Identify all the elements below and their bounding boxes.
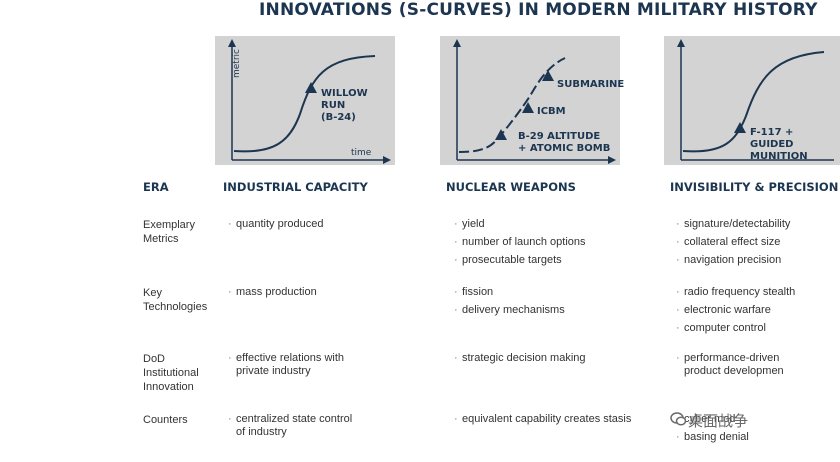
s-curve	[458, 57, 566, 153]
list-item: · effective relations with private indust…	[228, 352, 345, 377]
milestone-marker	[495, 129, 507, 140]
milestone-label: ICBM	[537, 106, 566, 117]
x-axis-label: time	[351, 148, 372, 158]
milestone-label: B-29 ALTITUDE + ATOMIC BOMB	[518, 131, 611, 154]
page-title: INNOVATIONS (S-CURVES) IN MODERN MILITAR…	[259, 0, 818, 20]
milestone-marker	[522, 102, 534, 113]
list-item: · yield	[454, 218, 485, 230]
list-item: · equivalent capability creates stasis	[454, 413, 632, 425]
row-label-institutional: DoD Institutional Innovation	[143, 353, 199, 393]
milestone-label: SUBMARINE	[557, 79, 625, 90]
list-item: · prosecutable targets	[454, 254, 562, 266]
x-axis-arrow	[383, 156, 391, 164]
row-label-technologies: Key Technologies	[143, 287, 208, 313]
s-curve-chart-nuclear	[453, 39, 616, 164]
list-item: · navigation precision	[676, 254, 782, 266]
s-curve	[233, 55, 376, 153]
x-axis-arrow	[608, 156, 616, 164]
s-curve-panel-precision: F-117 + GUIDED MUNITION	[664, 36, 840, 165]
list-item: · computer control	[676, 322, 766, 334]
y-axis-label: metric	[232, 49, 242, 78]
milestone-marker	[305, 82, 317, 93]
s-curve-panel-nuclear: B-29 ALTITUDE + ATOMIC BOMB ICBM SUBMARI…	[440, 36, 624, 165]
s-curve-chart-industrial	[228, 39, 391, 164]
list-item: · centralized state control of industry	[228, 413, 353, 438]
list-item: · delivery mechanisms	[454, 304, 565, 316]
list-item: · signature/detectability	[676, 218, 791, 230]
milestone-label: WILLOW RUN (B-24)	[321, 88, 368, 123]
row-label-counters: Counters	[143, 414, 188, 426]
s-curve-chart-precision	[677, 39, 834, 161]
row-label-metrics: Exemplary Metrics	[143, 219, 195, 245]
era-industrial: INDUSTRIAL CAPACITY	[223, 180, 368, 194]
list-item: · fission	[454, 286, 494, 298]
era-precision: INVISIBILITY & PRECISION	[670, 180, 839, 194]
list-item: · radio frequency stealth	[676, 286, 796, 298]
milestone-marker	[542, 70, 554, 81]
era-header: ERA	[143, 180, 169, 194]
wechat-icon	[670, 412, 686, 426]
list-item: · number of launch options	[454, 236, 586, 248]
s-curve	[682, 51, 825, 153]
list-item: · mass production	[228, 286, 317, 298]
list-item: · quantity produced	[228, 218, 324, 230]
era-nuclear: NUCLEAR WEAPONS	[446, 180, 576, 194]
list-item: · basing denial	[676, 431, 749, 443]
list-item: · collateral effect size	[676, 236, 781, 248]
watermark: 桌面战争	[688, 413, 749, 430]
s-curve-panel-industrial: metric time WILLOW RUN (B-24)	[215, 36, 395, 165]
y-axis-arrow	[677, 39, 685, 47]
milestone-marker	[734, 122, 746, 133]
y-axis-arrow	[228, 39, 236, 47]
list-item: · strategic decision making	[454, 352, 586, 364]
list-item: · electronic warfare	[676, 304, 771, 316]
y-axis-arrow	[453, 39, 461, 47]
milestone-label: F-117 + GUIDED MUNITION	[750, 127, 808, 162]
list-item: · performance-driven product developmen	[676, 352, 784, 377]
